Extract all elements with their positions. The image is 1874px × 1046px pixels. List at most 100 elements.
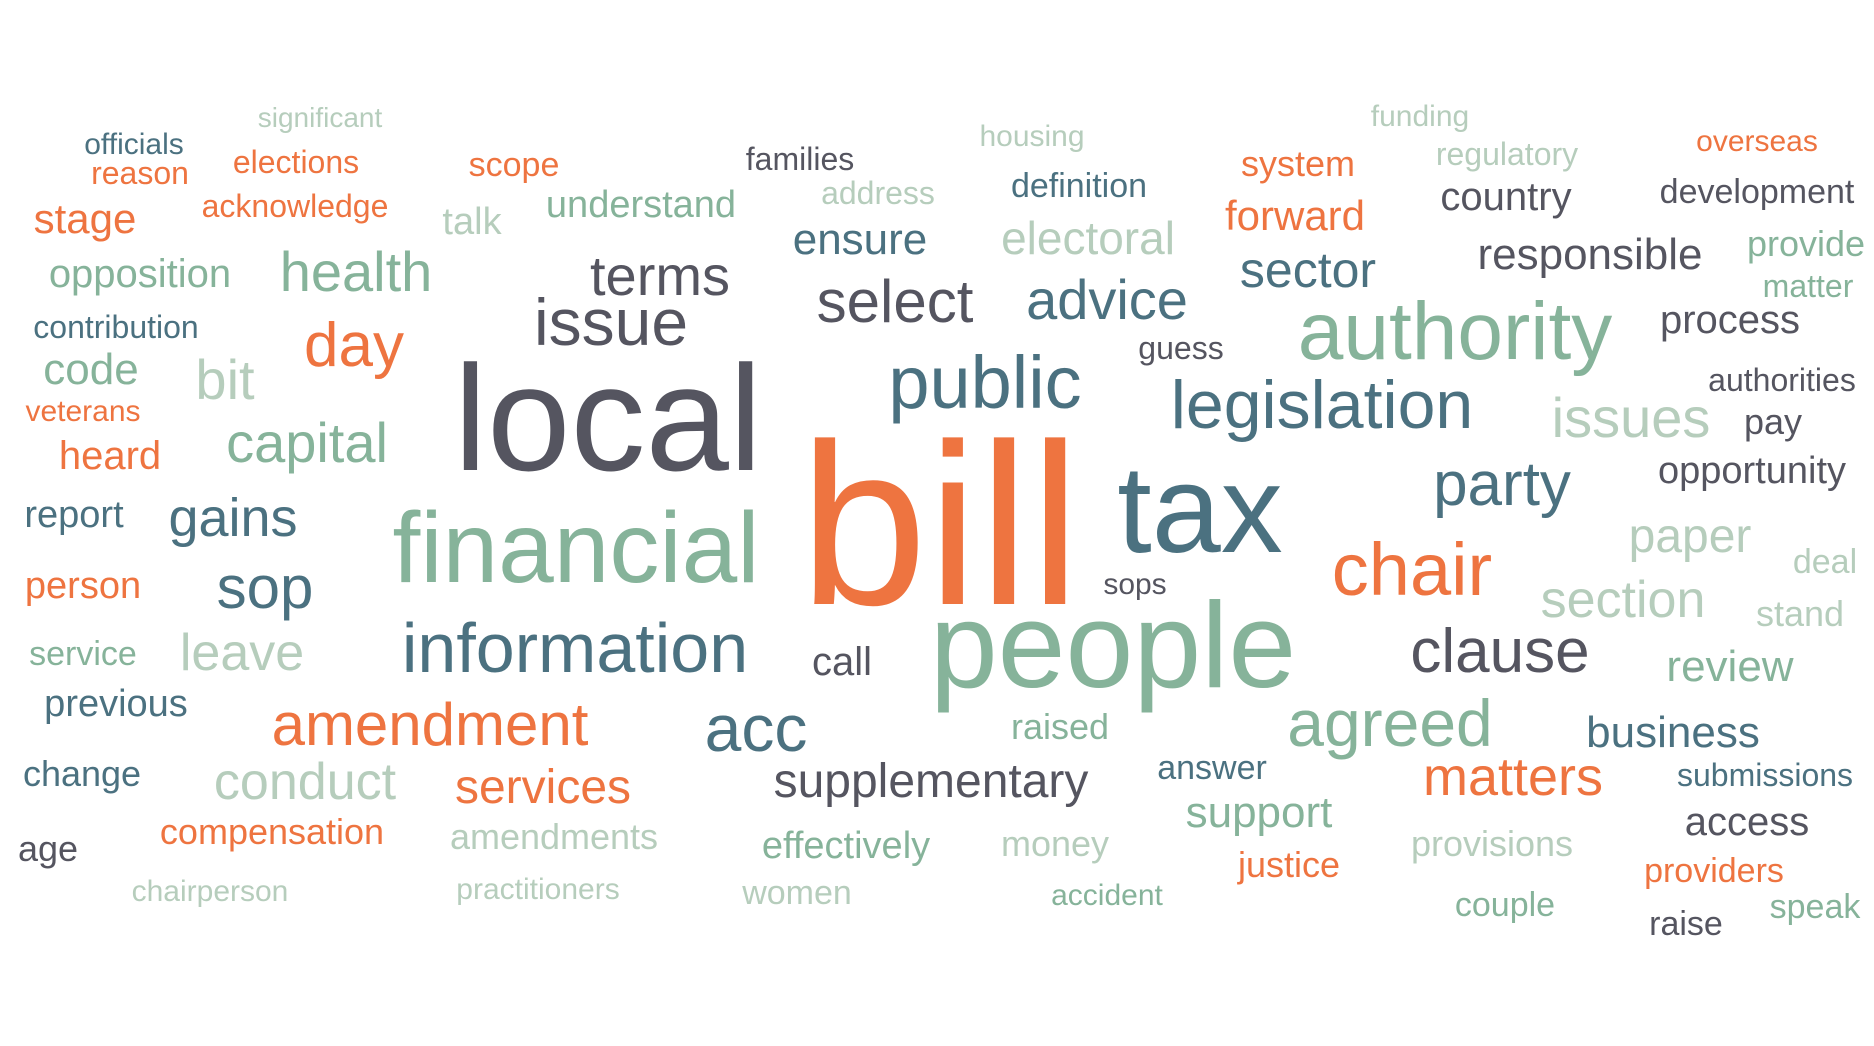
word-raise: raise <box>1649 905 1723 943</box>
word-agreed: agreed <box>1287 686 1493 760</box>
word-compensation: compensation <box>159 811 385 852</box>
word-families: families <box>745 141 855 177</box>
word-matter: matter <box>1762 268 1854 304</box>
word-party: party <box>1433 450 1571 519</box>
word-legislation: legislation <box>1170 367 1474 443</box>
word-authorities: authorities <box>1708 362 1856 398</box>
word-support: support <box>1185 788 1333 837</box>
word-code: code <box>43 345 139 394</box>
word-provide: provide <box>1746 223 1866 264</box>
word-business: business <box>1586 708 1760 757</box>
word-housing: housing <box>979 120 1085 153</box>
word-report: report <box>24 494 124 536</box>
word-leave: leave <box>179 624 305 682</box>
word-clause: clause <box>1410 617 1590 686</box>
word-responsible: responsible <box>1477 230 1703 279</box>
word-public: public <box>888 341 1082 424</box>
word-scope: scope <box>468 146 560 184</box>
word-deal: deal <box>1792 543 1858 581</box>
word-effectively: effectively <box>761 825 931 867</box>
word-stand: stand <box>1755 593 1845 634</box>
word-bit: bit <box>195 348 255 411</box>
word-acknowledge: acknowledge <box>201 188 389 224</box>
word-supplementary: supplementary <box>773 755 1089 808</box>
word-justice: justice <box>1237 844 1341 885</box>
word-providers: providers <box>1644 852 1784 890</box>
word-submissions: submissions <box>1676 757 1854 793</box>
word-terms: terms <box>590 244 730 307</box>
word-day: day <box>304 311 404 380</box>
word-pay: pay <box>1743 401 1803 442</box>
word-development: development <box>1659 173 1855 211</box>
word-issues: issues <box>1551 386 1711 449</box>
word-process: process <box>1659 298 1801 342</box>
word-gains: gains <box>168 488 298 548</box>
word-opportunity: opportunity <box>1657 450 1847 492</box>
word-access: access <box>1684 800 1810 844</box>
word-financial: financial <box>392 492 760 604</box>
word-people: people <box>929 577 1297 713</box>
word-money: money <box>1000 823 1110 864</box>
word-couple: couple <box>1454 886 1556 924</box>
word-tax: tax <box>1117 441 1283 579</box>
word-amendment: amendment <box>271 691 589 758</box>
word-system: system <box>1240 143 1356 184</box>
word-elections: elections <box>232 144 360 180</box>
word-overseas: overseas <box>1696 125 1818 158</box>
word-review: review <box>1666 642 1794 691</box>
word-chairperson: chairperson <box>131 875 289 908</box>
word-age: age <box>17 828 79 869</box>
word-authority: authority <box>1297 286 1613 377</box>
word-heard: heard <box>58 434 162 478</box>
word-acc: acc <box>704 691 808 765</box>
word-service: service <box>29 635 137 673</box>
word-ensure: ensure <box>792 215 928 264</box>
word-veterans: veterans <box>25 395 141 428</box>
word-matters: matters <box>1422 747 1604 807</box>
word-electoral: electoral <box>1001 212 1175 264</box>
word-chair: chair <box>1331 528 1493 611</box>
word-opposition: opposition <box>48 252 232 296</box>
word-raised: raised <box>1010 706 1110 747</box>
word-regulatory: regulatory <box>1435 136 1579 172</box>
word-change: change <box>22 753 142 794</box>
word-guess: guess <box>1138 330 1224 366</box>
word-amendments: amendments <box>449 816 659 857</box>
word-stage: stage <box>33 195 137 242</box>
word-accident: accident <box>1051 879 1163 912</box>
word-person: person <box>24 565 142 607</box>
word-forward: forward <box>1224 192 1366 239</box>
word-call: call <box>811 640 873 684</box>
word-paper: paper <box>1628 510 1752 563</box>
word-select: select <box>816 268 974 335</box>
word-country: country <box>1440 175 1572 219</box>
word-sops: sops <box>1103 568 1167 601</box>
word-address: address <box>821 175 935 211</box>
word-section: section <box>1540 571 1706 629</box>
word-practitioners: practitioners <box>456 873 620 906</box>
word-local: local <box>453 334 763 502</box>
word-women: women <box>742 874 852 912</box>
word-conduct: conduct <box>213 753 397 811</box>
word-services: services <box>454 761 632 814</box>
word-reason: reason <box>91 155 189 191</box>
word-advice: advice <box>1026 268 1188 331</box>
word-understand: understand <box>545 184 737 226</box>
word-speak: speak <box>1769 888 1861 926</box>
word-definition: definition <box>1010 167 1148 205</box>
word-answer: answer <box>1157 749 1267 787</box>
word-funding: funding <box>1370 100 1470 133</box>
word-sop: sop <box>216 554 314 621</box>
word-provisions: provisions <box>1410 823 1574 864</box>
word-information: information <box>401 609 749 687</box>
word-previous: previous <box>44 683 188 725</box>
word-significant: significant <box>257 102 383 133</box>
word-issue: issue <box>533 285 689 359</box>
word-sector: sector <box>1239 242 1377 298</box>
word-capital: capital <box>226 411 388 474</box>
word-talk: talk <box>442 201 502 243</box>
word-bill: bill <box>799 396 1081 653</box>
word-health: health <box>279 240 433 303</box>
word-contribution: contribution <box>33 309 199 345</box>
